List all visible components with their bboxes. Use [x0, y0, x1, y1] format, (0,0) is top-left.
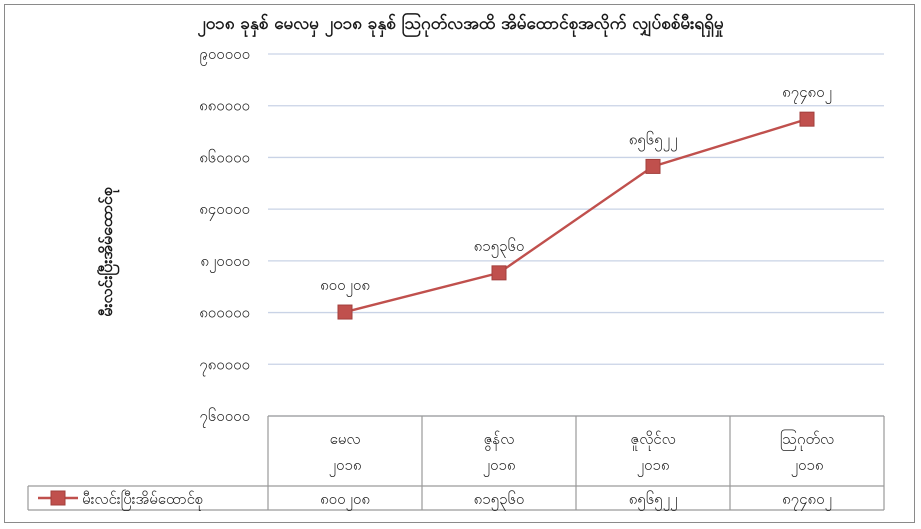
table-value: ၈၀၀၂၀၈: [320, 490, 370, 511]
y-tick-label: ၈၄၀၀၀၀: [199, 200, 250, 221]
data-point: [645, 158, 661, 174]
legend-label: မီးလင်းပြီးအိမ်ထောင်စု: [82, 490, 203, 511]
y-tick-label: ၈၂၀၀၀၀: [200, 252, 250, 273]
table-value: ၈၇၄၈၀၂: [782, 490, 832, 511]
table-value: ၈၁၅၃၆၀: [474, 490, 525, 511]
legend-marker: [50, 490, 66, 506]
x-category-year: ၂၀၁၈: [329, 456, 362, 477]
data-label: ၈၅၆၅၂၂: [629, 130, 678, 151]
data-point: [337, 304, 353, 320]
data-point: [491, 265, 507, 281]
x-category-year: ၂၀၁၈: [791, 456, 824, 477]
chart-frame: ၂၀၁၈ ခုနှစ် မေလမှ ၂၀၁၈ ခုနှစ် ဩဂုတ်လအထိ …: [4, 4, 915, 523]
data-point: [799, 111, 815, 127]
data-label: ၈၇၄၈၀၂: [782, 83, 832, 104]
y-tick-label: ၇၆၀၀၀၀: [199, 407, 250, 428]
series-line: [344, 118, 808, 314]
y-tick-label: ၈၀၀၀၀၀: [199, 304, 250, 322]
y-tick-label: ၈၈၀၀၀၀: [199, 97, 250, 115]
y-tick-label: ၈၆၀၀၀၀: [199, 148, 250, 166]
data-label: ၈၀၀၂၀၈: [320, 276, 370, 297]
chart-title: ၂၀၁၈ ခုနှစ် မေလမှ ၂၀၁၈ ခုနှစ် ဩဂုတ်လအထိ …: [197, 14, 724, 34]
data-label: ၈၁၅၃၆၀: [474, 237, 525, 258]
x-category-label: ဩဂုတ်လ: [780, 429, 834, 451]
x-category-year: ၂၀၁၈: [637, 456, 670, 477]
x-category-year: ၂၀၁၈: [483, 456, 516, 477]
x-category-label: ဇူလိုင်လ: [630, 430, 675, 451]
x-category-label: ဇွန်လ: [484, 430, 515, 451]
x-category-label: မေလ: [330, 430, 361, 448]
y-tick-label: ၉၀၀၀၀၀: [199, 45, 250, 66]
y-tick-label: ၇၈၀၀၀၀: [199, 355, 250, 376]
table-value: ၈၅၆၅၂၂: [629, 490, 678, 511]
